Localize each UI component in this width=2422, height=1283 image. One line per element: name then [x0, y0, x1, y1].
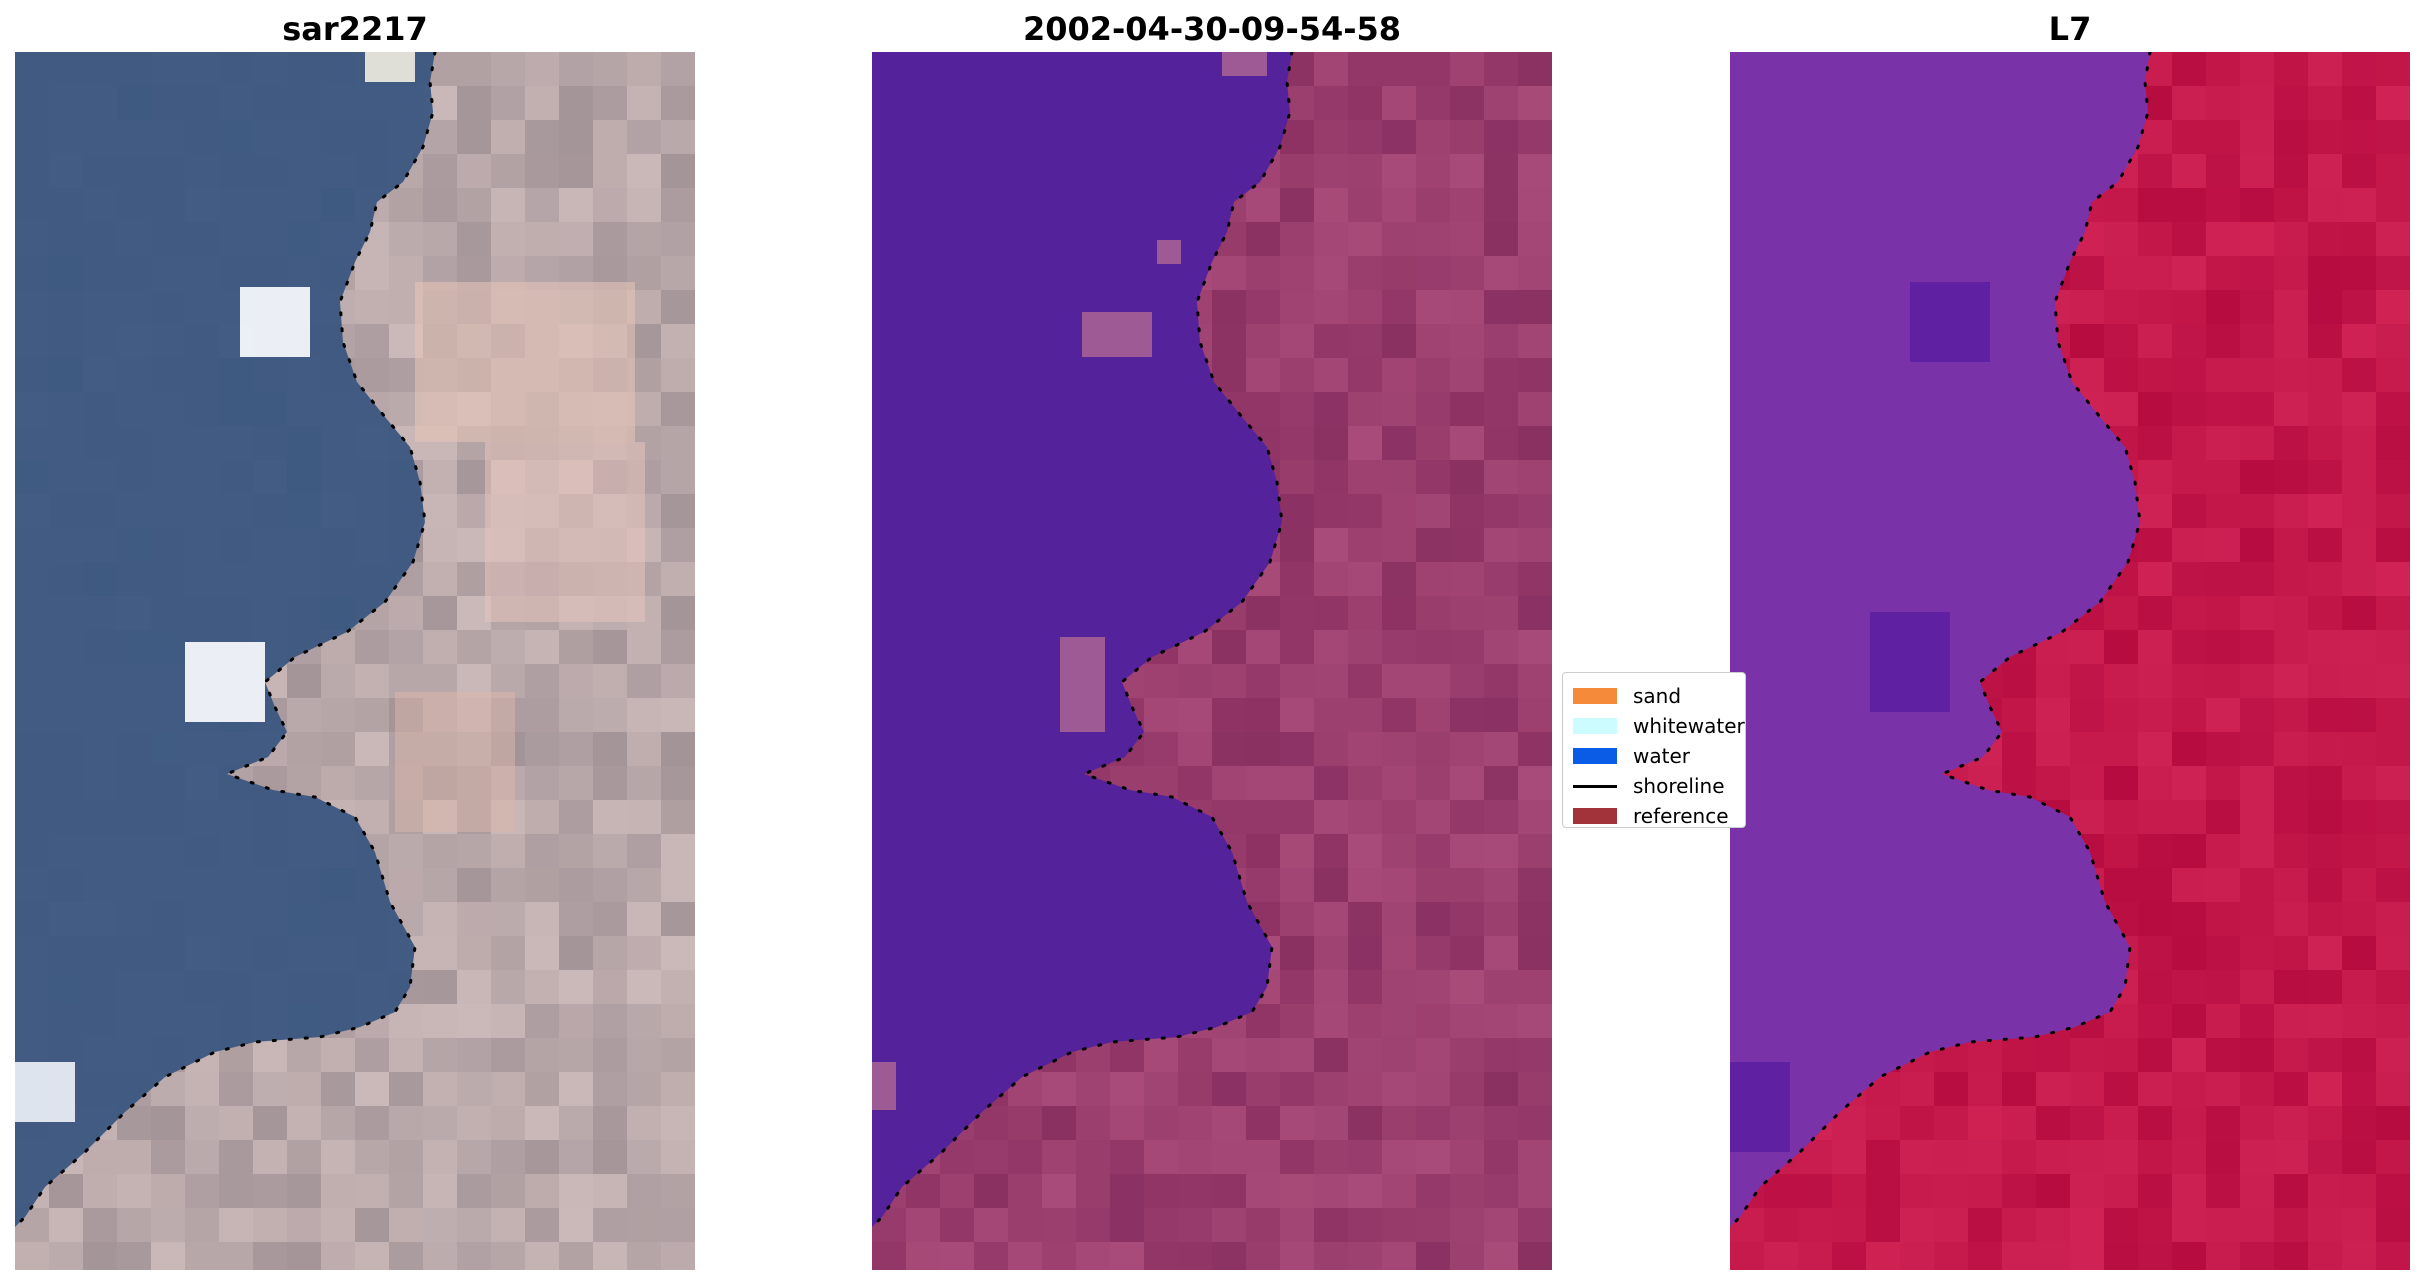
legend-label-whitewater: whitewater	[1633, 714, 1745, 738]
panel-title-classification: 2002-04-30-09-54-58	[1022, 10, 1402, 48]
legend: sand whitewater water shoreline referenc…	[1562, 672, 1746, 828]
legend-item-water: water	[1573, 741, 1690, 771]
sand-class-patch	[1082, 312, 1152, 357]
sand-class-patch	[1060, 637, 1105, 732]
whitewater-patch	[365, 52, 415, 82]
whitewater-patch	[15, 1062, 75, 1122]
dark-water-patch	[1870, 612, 1950, 712]
legend-swatch-whitewater	[1573, 718, 1617, 734]
dark-water-patch	[1910, 282, 1990, 362]
legend-item-whitewater: whitewater	[1573, 711, 1745, 741]
whitewater-patch	[240, 287, 310, 357]
rgb-image-panel	[15, 52, 695, 1270]
legend-label-sand: sand	[1633, 684, 1682, 708]
mndwi-image-panel	[1730, 52, 2410, 1270]
sand-patch	[485, 442, 645, 622]
panel-title-rgb: sar2217	[282, 10, 428, 48]
panel-title-mndwi: L7	[2048, 10, 2092, 48]
legend-label-water: water	[1633, 744, 1690, 768]
legend-item-sand: sand	[1573, 681, 1681, 711]
sand-class-patch	[1157, 240, 1181, 264]
sand-class-patch	[1222, 52, 1267, 76]
sand-patch	[395, 692, 515, 832]
dark-water-patch	[1730, 1062, 1790, 1152]
legend-label-reference: reference	[1633, 804, 1729, 828]
classification-image-panel	[872, 52, 1552, 1270]
sand-patch	[415, 282, 635, 442]
legend-swatch-water	[1573, 748, 1617, 764]
legend-item-reference: reference	[1573, 801, 1729, 828]
legend-swatch-sand	[1573, 688, 1617, 704]
legend-label-shoreline: shoreline	[1633, 774, 1725, 798]
legend-item-shoreline: shoreline	[1573, 771, 1725, 801]
legend-line-shoreline	[1573, 784, 1617, 788]
legend-swatch-reference	[1573, 808, 1617, 824]
whitewater-patch	[185, 642, 265, 722]
sand-class-patch	[872, 1062, 896, 1110]
